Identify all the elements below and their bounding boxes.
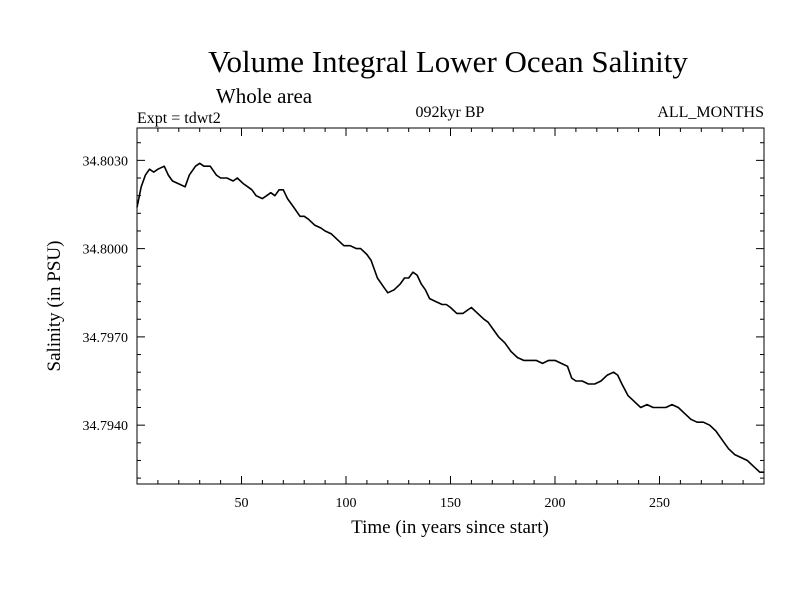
chart-title: Volume Integral Lower Ocean Salinity bbox=[208, 44, 688, 79]
x-axis-tick-labels: 50 100 150 200 250 bbox=[235, 496, 671, 511]
x-tick-label: 50 bbox=[235, 496, 249, 511]
x-axis-ticks bbox=[157, 128, 744, 484]
y-axis-tick-labels: 34.7940 34.7970 34.8000 34.8030 bbox=[83, 154, 129, 434]
y-axis-label: Salinity (in PSU) bbox=[44, 241, 65, 372]
chart-subtitle: Whole area bbox=[216, 84, 313, 108]
x-tick-label: 100 bbox=[336, 496, 357, 511]
experiment-label: Expt = tdwt2 bbox=[137, 110, 221, 127]
y-tick-label: 34.8030 bbox=[83, 154, 129, 169]
y-tick-label: 34.7940 bbox=[83, 419, 129, 434]
x-axis-label: Time (in years since start) bbox=[351, 517, 549, 538]
x-tick-label: 150 bbox=[440, 496, 461, 511]
months-label: ALL_MONTHS bbox=[657, 104, 764, 121]
x-tick-label: 200 bbox=[545, 496, 566, 511]
plot-frame bbox=[136, 127, 765, 485]
y-tick-label: 34.7970 bbox=[83, 331, 129, 346]
salinity-series-line bbox=[136, 162, 764, 473]
y-tick-label: 34.8000 bbox=[83, 243, 129, 258]
y-axis-ticks bbox=[137, 142, 764, 479]
x-tick-label: 250 bbox=[649, 496, 670, 511]
period-label: 092kyr BP bbox=[416, 104, 485, 121]
